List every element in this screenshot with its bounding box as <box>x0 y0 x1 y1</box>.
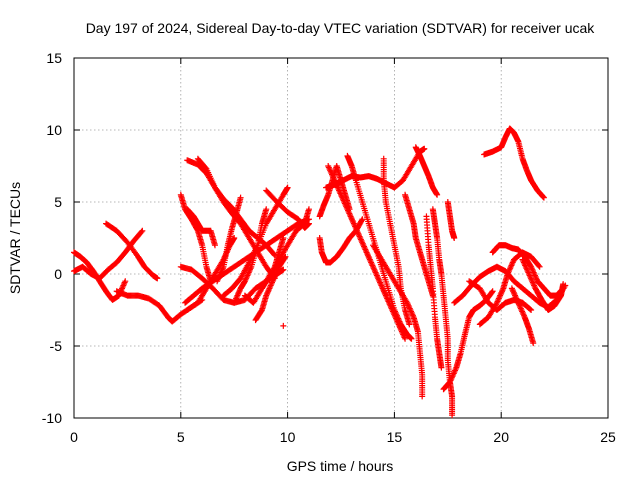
series-arc-39 <box>263 187 312 231</box>
series-arc-3 <box>103 220 161 282</box>
data-point <box>359 216 366 223</box>
data-point <box>305 206 312 213</box>
series-arc-13 <box>220 184 291 299</box>
series-arc-25 <box>380 155 413 328</box>
data-point <box>449 412 456 419</box>
data-point <box>421 145 428 152</box>
series-arc-7 <box>184 206 218 249</box>
y-axis-label: SDTVAR / TECUs <box>7 182 23 294</box>
x-tick-label: 20 <box>493 429 509 445</box>
data-point <box>434 191 441 198</box>
y-tick-label: 15 <box>46 50 62 66</box>
data-point <box>284 184 291 191</box>
series-arc-36 <box>508 285 537 347</box>
y-tick-label: 0 <box>54 266 62 282</box>
data-point <box>536 263 543 270</box>
data-point <box>237 194 244 201</box>
x-tick-label: 15 <box>387 429 403 445</box>
data-point <box>280 322 287 329</box>
data-point <box>305 220 312 227</box>
data-point <box>530 340 537 347</box>
x-tick-label: 5 <box>177 429 185 445</box>
series-arc-28 <box>423 213 445 371</box>
data-point <box>122 278 129 285</box>
y-tick-label: 5 <box>54 194 62 210</box>
series-arc-6 <box>182 216 312 306</box>
y-tick-label: -5 <box>50 338 63 354</box>
data-point <box>408 335 415 342</box>
plot-frame <box>73 57 609 419</box>
data-point <box>438 364 445 371</box>
data-point <box>402 335 409 342</box>
x-tick-label: 10 <box>280 429 296 445</box>
data-point <box>280 235 287 241</box>
data-marks <box>71 125 569 419</box>
series-arc-21 <box>323 145 428 191</box>
y-tick-label: -10 <box>42 410 62 426</box>
data-point <box>540 194 547 201</box>
series-arc-30 <box>440 288 496 393</box>
data-point <box>560 281 567 288</box>
data-point <box>358 217 365 224</box>
data-point <box>489 288 496 295</box>
series-arc-37 <box>519 256 567 313</box>
series-arc-31 <box>444 199 458 241</box>
y-tick-label: 10 <box>46 122 62 138</box>
data-point <box>527 306 534 313</box>
x-axis-label: GPS time / hours <box>287 458 394 474</box>
series-arc-18 <box>280 322 287 329</box>
data-point <box>138 228 145 235</box>
series-arc-2 <box>71 227 146 282</box>
data-point <box>211 242 218 249</box>
series-arc-12 <box>214 194 244 285</box>
x-tick-label: 25 <box>600 429 616 445</box>
series-arc-15 <box>241 235 287 306</box>
x-tick-label: 0 <box>70 429 78 445</box>
data-point <box>528 307 535 313</box>
series-arc-11 <box>194 155 278 282</box>
data-point <box>263 206 270 213</box>
series-arc-38 <box>481 125 547 201</box>
data-point <box>489 289 496 296</box>
data-point <box>154 275 161 282</box>
series-arc-14 <box>231 206 270 306</box>
grid-lines <box>74 58 608 418</box>
data-point <box>451 235 458 241</box>
data-point <box>280 266 287 273</box>
data-point <box>419 393 426 400</box>
data-point <box>540 193 547 200</box>
series-arc-27 <box>412 144 441 198</box>
series-arc-29 <box>429 206 456 419</box>
data-point <box>535 262 542 269</box>
data-point <box>139 227 146 234</box>
data-point <box>406 321 413 328</box>
axis-ticks: 0 5 10 15 20 25 -10 -5 0 5 10 15 <box>42 50 616 445</box>
chart-title: Day 197 of 2024, Sidereal Day-to-day VTE… <box>86 20 596 36</box>
